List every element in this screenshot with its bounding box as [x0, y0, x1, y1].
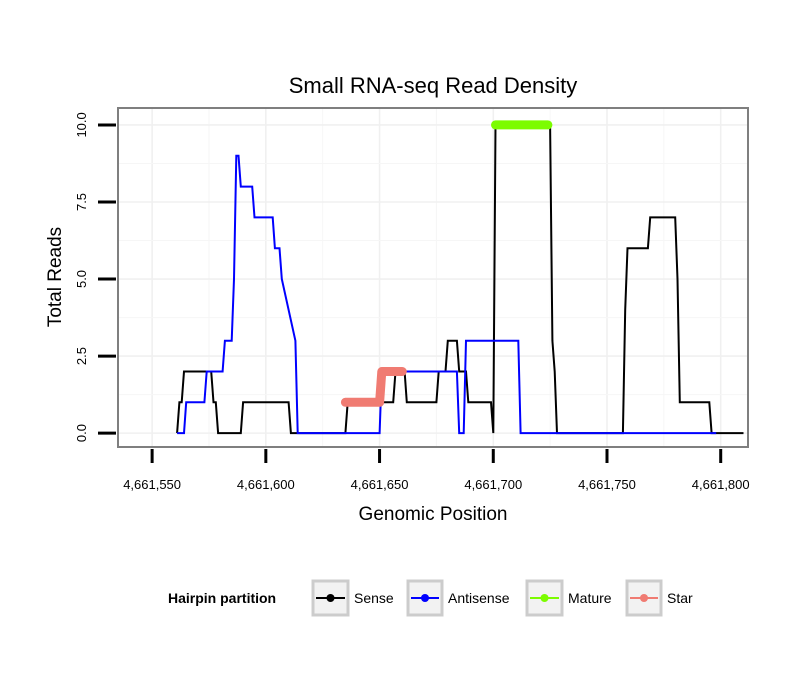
x-tick-label: 4,661,550	[123, 477, 181, 492]
chart-title: Small RNA-seq Read Density	[289, 73, 578, 98]
y-tick-label: 0.0	[74, 424, 89, 442]
y-tick-label: 10.0	[74, 112, 89, 137]
y-tick-label: 2.5	[74, 347, 89, 365]
x-tick-label: 4,661,650	[351, 477, 409, 492]
y-axis-title: Total Reads	[45, 227, 66, 327]
plot-border	[117, 107, 749, 448]
legend-label-antisense: Antisense	[448, 590, 510, 606]
legend-label-mature: Mature	[568, 590, 612, 606]
legend-swatch-dot-antisense	[421, 594, 429, 602]
plot-panel	[118, 108, 748, 447]
legend-swatch-dot-sense	[326, 594, 335, 602]
legend-label-sense: Sense	[354, 590, 394, 606]
x-axis-title: Genomic Position	[359, 504, 508, 525]
series-antisense-line	[177, 154, 717, 435]
legend-swatch-dot-star	[640, 594, 648, 602]
legend-title: Hairpin partition	[168, 590, 276, 606]
y-tick-label: 7.5	[74, 193, 89, 211]
grid	[118, 108, 748, 447]
x-tick-label: 4,661,700	[464, 477, 522, 492]
axes: 4,661,550 4,661,600 4,661,650 4,661,700 4,66…	[74, 112, 750, 492]
y-tick-label: 5.0	[74, 270, 89, 288]
series-layer	[176, 120, 744, 435]
x-tick-label: 4,661,750	[578, 477, 636, 492]
series-star-segment	[340, 367, 407, 407]
legend: Hairpin partition Sense Antisense Mature St…	[168, 579, 693, 617]
legend-swatch-dot-mature	[540, 594, 549, 602]
legend-label-star: Star	[667, 590, 693, 606]
x-tick-label: 4,661,600	[237, 477, 295, 492]
x-tick-label: 4,661,800	[692, 477, 750, 492]
